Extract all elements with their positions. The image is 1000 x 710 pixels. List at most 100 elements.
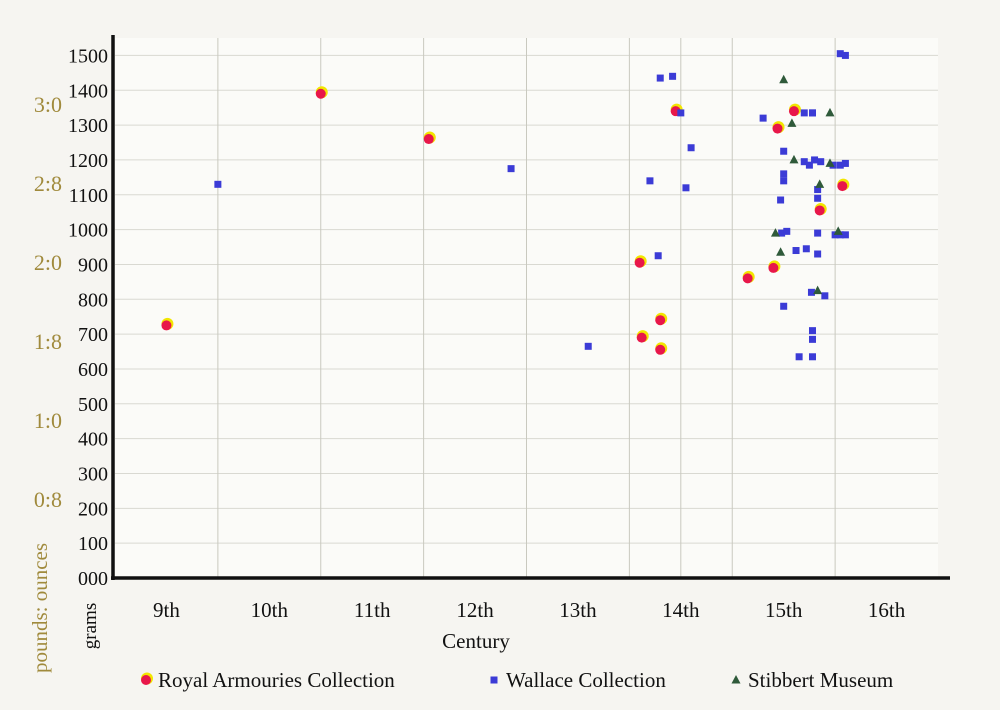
data-point-square — [669, 72, 677, 80]
y-tick-label: 600 — [78, 359, 108, 381]
data-point-square — [780, 302, 788, 310]
data-point-square — [821, 292, 829, 300]
series-square — [214, 50, 849, 361]
x-tick-label: 13th — [559, 598, 597, 622]
data-point-square — [817, 158, 825, 166]
x-tick-label: 14th — [662, 598, 700, 622]
data-point-circle — [837, 181, 848, 192]
data-point-triangle — [825, 158, 835, 167]
data-point-square — [759, 114, 767, 122]
data-point-circle — [814, 205, 825, 216]
data-point-square — [656, 74, 664, 82]
data-point-square — [808, 109, 816, 117]
y-tick-label: 200 — [78, 498, 108, 520]
y-tick-label: 300 — [78, 463, 108, 485]
data-point-square — [836, 50, 844, 58]
x-tick-labels: 9th 10th 11th 12th 13th 14th 15th 16th — [153, 598, 906, 622]
series-triangle — [770, 74, 843, 295]
imperial-tick-label: 2:8 — [34, 171, 62, 196]
x-tick-label: 9th — [153, 598, 180, 622]
data-point-triangle — [815, 179, 825, 188]
data-points — [161, 50, 850, 361]
data-point-circle — [742, 273, 753, 284]
data-point-triangle — [776, 247, 786, 256]
data-point-square — [507, 165, 515, 173]
data-point-square — [802, 245, 810, 253]
y-tick-label: 000 — [78, 568, 108, 590]
data-point-square — [792, 247, 800, 255]
imperial-tick-labels: 0:8 1:0 1:8 2:0 2:8 3:0 — [34, 92, 62, 512]
data-point-circle — [423, 134, 434, 145]
x-axis-title: Century — [442, 629, 510, 653]
y-axis-title-imperial: pounds: ounces — [28, 543, 52, 673]
y-tick-label: 1000 — [68, 220, 108, 242]
data-point-triangle — [770, 228, 780, 237]
data-point-square — [814, 186, 822, 194]
y-tick-label: 1400 — [68, 80, 108, 102]
x-tick-label: 15th — [765, 598, 803, 622]
imperial-tick-label: 2:0 — [34, 250, 62, 275]
data-point-square — [808, 353, 816, 361]
legend: Royal Armouries Collection Wallace Collec… — [141, 668, 893, 692]
data-point-triangle — [833, 226, 843, 235]
data-point-square — [780, 177, 788, 185]
data-point-square — [687, 144, 695, 152]
data-point-square — [778, 229, 786, 237]
y-tick-label: 900 — [78, 254, 108, 276]
x-tick-label: 11th — [354, 598, 391, 622]
x-tick-label: 12th — [456, 598, 494, 622]
legend-marker-square — [490, 676, 498, 684]
data-point-square — [836, 161, 844, 169]
legend-label: Royal Armouries Collection — [158, 668, 395, 692]
grid-lines — [115, 38, 938, 579]
legend-marker-triangle — [731, 675, 741, 684]
data-point-square — [214, 180, 222, 188]
data-point-circle — [655, 344, 666, 355]
data-point-circle — [161, 320, 172, 331]
imperial-tick-label: 3:0 — [34, 92, 62, 117]
data-point-square — [654, 252, 662, 260]
y-tick-label: 100 — [78, 533, 108, 555]
data-point-square — [808, 335, 816, 343]
data-point-square — [800, 109, 808, 117]
data-point-square — [807, 288, 815, 296]
x-tick-label: 16th — [868, 598, 906, 622]
data-point-square — [646, 177, 654, 185]
y-tick-label: 1300 — [68, 115, 108, 137]
data-point-square — [677, 109, 685, 117]
y-tick-label: 1200 — [68, 150, 108, 172]
y-tick-label: 1100 — [69, 185, 108, 207]
y-tick-label: 500 — [78, 394, 108, 416]
data-point-circle — [315, 88, 326, 99]
data-point-circle — [772, 123, 783, 134]
data-point-square — [800, 158, 808, 166]
series-circle — [161, 86, 850, 355]
data-point-square — [780, 147, 788, 155]
y-tick-label: 700 — [78, 324, 108, 346]
data-point-triangle — [787, 118, 797, 127]
data-point-square — [814, 229, 822, 237]
data-point-square — [783, 227, 791, 235]
y-axis-title-grams: grams — [80, 603, 101, 649]
imperial-tick-label: 1:8 — [34, 329, 62, 354]
data-point-triangle — [789, 154, 799, 164]
data-point-square — [805, 161, 813, 169]
data-point-circle — [634, 257, 645, 268]
data-point-square — [814, 250, 822, 258]
data-point-square — [808, 327, 816, 335]
imperial-tick-label: 1:0 — [34, 408, 62, 433]
data-point-circle — [788, 106, 799, 117]
y-tick-label: 1500 — [68, 45, 108, 67]
data-point-circle — [636, 332, 647, 343]
y-tick-label: 400 — [78, 429, 108, 451]
data-point-square — [780, 170, 788, 178]
data-point-square — [841, 159, 849, 167]
data-point-circle — [655, 315, 666, 326]
data-point-triangle — [825, 107, 835, 117]
legend-marker-circle — [141, 675, 151, 685]
data-point-square — [811, 156, 819, 164]
data-point-square — [777, 196, 785, 204]
y-tick-labels: 000 100 200 300 400 500 600 700 800 900 1000 1100 12… — [68, 45, 108, 590]
data-point-square — [795, 353, 803, 361]
